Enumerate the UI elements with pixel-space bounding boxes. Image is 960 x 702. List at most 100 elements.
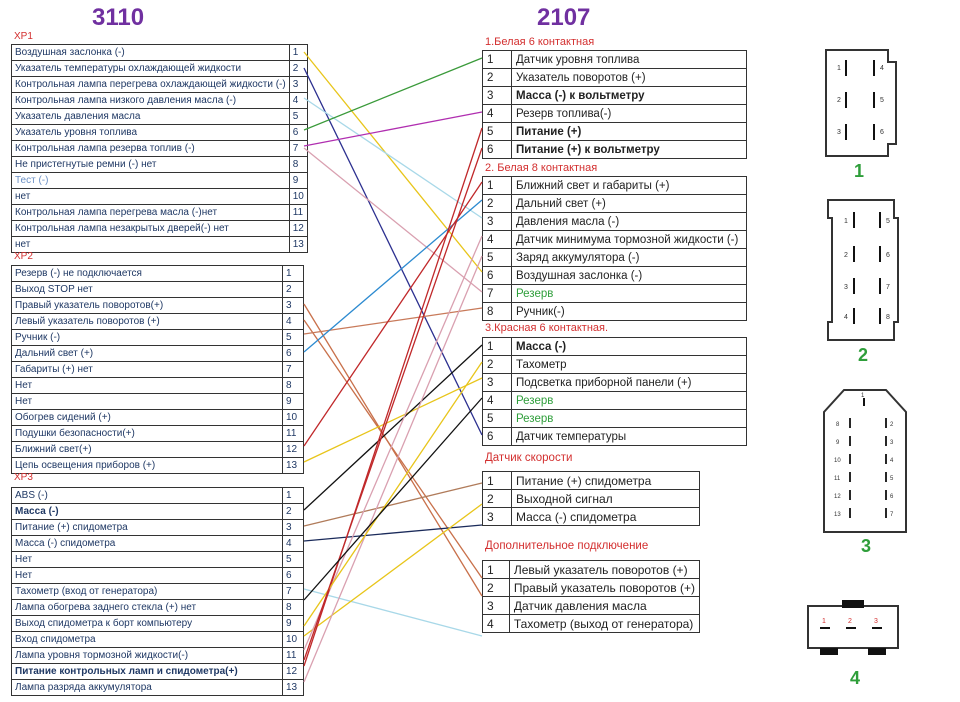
r4-table: 1 Питание (+) спидометра 2 Выходной сигнал 3… bbox=[482, 471, 700, 526]
svg-text:13: 13 bbox=[834, 512, 841, 518]
table-row: 3 Масса (-) спидометра bbox=[482, 507, 700, 526]
right-title: 2107 bbox=[537, 4, 591, 31]
svg-text:1: 1 bbox=[822, 618, 826, 625]
svg-text:5: 5 bbox=[886, 218, 890, 225]
table-row: Выход STOP нет 2 bbox=[11, 281, 304, 298]
wire bbox=[303, 255, 483, 683]
connector-2-shape: 1 5 2 6 3 7 4 8 bbox=[827, 199, 899, 341]
xp2-title: XP2 bbox=[14, 251, 33, 262]
table-row: Габариты (+) нет 7 bbox=[11, 361, 304, 378]
xp3-table: ABS (-) 1 Масса (-) 2 Питание (+) спидометра… bbox=[11, 487, 304, 696]
c1-pin-label: 1 bbox=[837, 65, 841, 72]
wire bbox=[303, 181, 483, 447]
table-row: 6 Питание (+) к вольтметру bbox=[482, 140, 747, 159]
pin-number: 13 bbox=[282, 457, 304, 474]
xp3-title: XP3 bbox=[14, 472, 33, 483]
table-row: Ручник (-) 5 bbox=[11, 329, 304, 346]
pin-number: 13 bbox=[288, 236, 308, 253]
svg-text:2: 2 bbox=[844, 252, 848, 259]
table-row: 5 Заряд аккумулятора (-) bbox=[482, 248, 747, 267]
svg-text:8: 8 bbox=[836, 422, 840, 428]
c1-pin-label: 5 bbox=[880, 97, 884, 104]
pin-number: 1 bbox=[288, 44, 308, 61]
pin-description: Заряд аккумулятора (-) bbox=[511, 248, 747, 267]
table-row: ABS (-) 1 bbox=[11, 487, 304, 504]
wire bbox=[303, 524, 483, 542]
wire bbox=[303, 588, 483, 637]
connector-4-shape: 1 2 3 bbox=[807, 600, 899, 655]
wire bbox=[303, 344, 483, 511]
wire bbox=[303, 147, 483, 661]
table-row: Левый указатель поворотов (+) 4 bbox=[11, 313, 304, 330]
table-row: Резерв (-) не подключается 1 bbox=[11, 265, 304, 282]
connector-3-shape: 1 8 2 9 3 10 4 11 5 12 6 13 7 bbox=[823, 389, 907, 533]
table-row: 6 Воздушная заслонка (-) bbox=[482, 266, 747, 285]
connector-1-label: 1 bbox=[854, 161, 865, 181]
r5-title: Дополнительное подключение bbox=[485, 540, 649, 552]
svg-text:7: 7 bbox=[890, 512, 894, 518]
table-row: Масса (-) спидометра 4 bbox=[11, 535, 304, 552]
table-row: нет 13 bbox=[11, 236, 308, 253]
table-row: 8 Ручник(-) bbox=[482, 302, 747, 321]
wire bbox=[303, 57, 483, 131]
wire bbox=[303, 397, 483, 601]
svg-text:3: 3 bbox=[874, 618, 878, 625]
connector-3-label: 3 bbox=[861, 536, 872, 556]
wire bbox=[303, 67, 483, 436]
r3-table: 1 Масса (-) 2 Тахометр 3 Подсветка приборной … bbox=[482, 337, 747, 446]
pin-number: 3 bbox=[288, 76, 308, 93]
pin-number: 3 bbox=[282, 519, 304, 536]
pin-description: Питание (+) спидометра bbox=[511, 471, 700, 490]
svg-text:7: 7 bbox=[886, 284, 890, 291]
table-row: Контрольная лампа незакрытых дверей(-) н… bbox=[11, 220, 308, 237]
table-row: 3 Давления масла (-) bbox=[482, 212, 747, 231]
table-row: Питание (+) спидометра 3 bbox=[11, 519, 304, 536]
table-row: 2 Выходной сигнал bbox=[482, 489, 700, 508]
svg-text:6: 6 bbox=[890, 494, 894, 500]
wire bbox=[303, 147, 483, 293]
table-row: Указатель давления масла 5 bbox=[11, 108, 308, 125]
svg-text:1: 1 bbox=[861, 393, 865, 399]
pin-number: 13 bbox=[282, 679, 304, 696]
table-row: 6 Датчик температуры bbox=[482, 427, 747, 446]
pin-description: Питание (+) к вольтметру bbox=[511, 140, 747, 159]
connector-4-label: 4 bbox=[850, 668, 861, 688]
r1-title: 1.Белая 6 контактная bbox=[485, 36, 595, 48]
svg-text:3: 3 bbox=[844, 284, 848, 291]
svg-text:3: 3 bbox=[890, 440, 894, 446]
pin-description: Тахометр (выход от генератора) bbox=[508, 614, 701, 633]
svg-text:10: 10 bbox=[834, 458, 841, 464]
r2-title: 2. Белая 8 контактная bbox=[485, 162, 598, 174]
svg-text:11: 11 bbox=[834, 476, 841, 482]
pin-description: Воздушная заслонка (-) bbox=[511, 266, 747, 285]
r5-table: 1 Левый указатель поворотов (+) 2 Правый ук… bbox=[482, 560, 701, 633]
svg-text:12: 12 bbox=[834, 494, 841, 500]
connector-1-shape: 1 4 2 5 3 6 bbox=[825, 49, 897, 157]
table-row: 7 Резерв bbox=[482, 284, 747, 303]
table-row: Цепь освещения приборов (+) 13 bbox=[11, 457, 304, 474]
svg-text:4: 4 bbox=[844, 314, 848, 321]
svg-text:4: 4 bbox=[890, 458, 894, 464]
table-row: Нет 9 bbox=[11, 393, 304, 410]
c1-pin-label: 6 bbox=[880, 129, 884, 136]
pin-description: Масса (-) bbox=[511, 337, 747, 356]
wire bbox=[303, 51, 483, 273]
table-row: Указатель уровня топлива 6 bbox=[11, 124, 308, 141]
wire bbox=[303, 319, 483, 579]
r3-title: 3.Красная 6 контактная. bbox=[485, 322, 609, 334]
svg-text:1: 1 bbox=[844, 218, 848, 225]
pin-number: 8 bbox=[288, 156, 308, 173]
xp1-table: Воздушная заслонка (-) 1 Указатель темпера… bbox=[11, 44, 308, 253]
wire bbox=[303, 235, 483, 651]
svg-text:6: 6 bbox=[886, 252, 890, 259]
pin-description: Правый указатель поворотов (+) bbox=[508, 578, 701, 597]
svg-text:5: 5 bbox=[890, 476, 894, 482]
wire bbox=[303, 97, 483, 219]
r1-table: 1 Датчик уровня топлива 2 Указатель поворот… bbox=[482, 50, 747, 159]
table-row: 2 Тахометр bbox=[482, 355, 747, 374]
wire bbox=[303, 199, 483, 353]
pin-description: Ручник(-) bbox=[511, 302, 747, 321]
table-row: Питание контрольных ламп и спидометра(+)… bbox=[11, 663, 304, 680]
table-row: Воздушная заслонка (-) 1 bbox=[11, 44, 308, 61]
r4-title: Датчик скорости bbox=[485, 452, 573, 464]
